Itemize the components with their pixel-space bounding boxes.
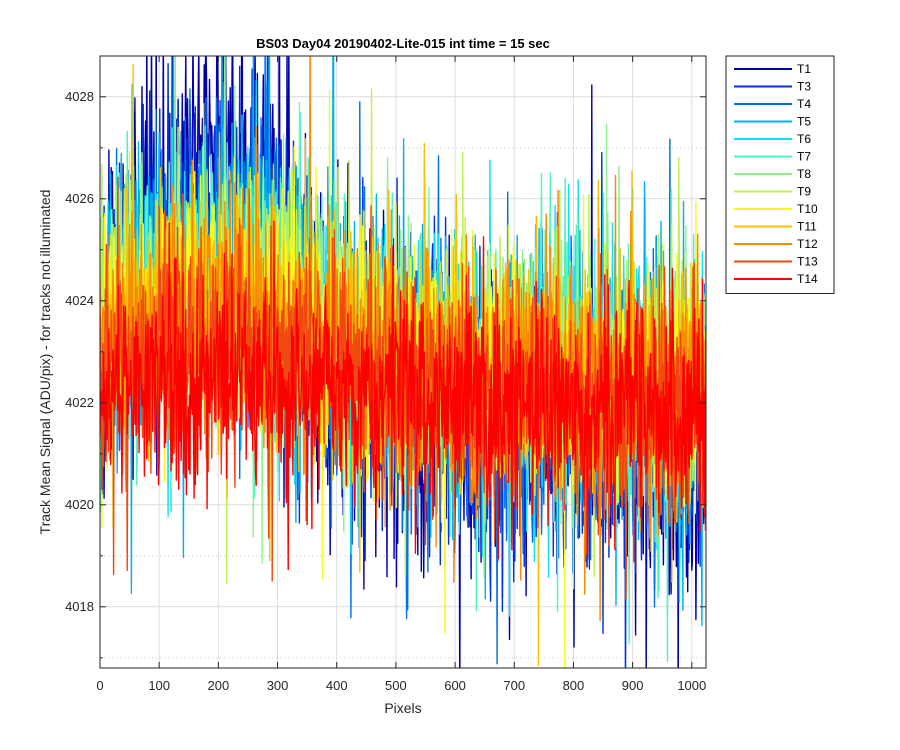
legend-label: T3 — [797, 80, 811, 94]
x-tick-label: 200 — [208, 678, 230, 693]
x-tick-label: 300 — [267, 678, 289, 693]
legend-label: T8 — [797, 167, 811, 181]
chart-title: BS03 Day04 20190402-Lite-015 int time = … — [256, 36, 550, 51]
legend-label: T5 — [797, 115, 811, 129]
legend-item: T4 — [734, 97, 811, 111]
legend-item: T1 — [734, 62, 811, 76]
y-tick-label: 4026 — [65, 191, 94, 206]
legend-item: T14 — [734, 272, 818, 286]
legend-item: T13 — [734, 255, 818, 269]
series-line-t14 — [100, 220, 706, 571]
x-axis-label: Pixels — [384, 700, 421, 716]
legend-label: T6 — [797, 132, 811, 146]
legend: T1 T3 T4 T5 T6 T7 T8 T9 T10 T11 T12 T13 T14 — [725, 55, 835, 294]
legend-item: T6 — [734, 132, 811, 146]
legend-item: T10 — [734, 202, 818, 216]
legend-label: T1 — [797, 62, 811, 76]
legend-item: T11 — [734, 220, 817, 234]
x-tick-label: 700 — [503, 678, 525, 693]
tick-layer: 0 100 200 300 400 500 600 700 800 900 1000 4018 4020… — [65, 56, 706, 693]
legend-item: T7 — [734, 150, 811, 164]
series-layer — [100, 56, 706, 668]
legend-label: T10 — [797, 202, 818, 216]
x-tick-label: 900 — [622, 678, 644, 693]
legend-label: T11 — [797, 220, 817, 234]
legend-label: T13 — [797, 255, 818, 269]
y-tick-label: 4028 — [65, 89, 94, 104]
legend-item: T5 — [734, 115, 811, 129]
legend-label: T12 — [797, 237, 818, 251]
legend-label: T9 — [797, 185, 811, 199]
x-tick-label: 0 — [96, 678, 103, 693]
legend-item: T3 — [734, 80, 811, 94]
y-tick-label: 4020 — [65, 497, 94, 512]
axes-box — [99, 55, 707, 669]
y-tick-label: 4018 — [65, 599, 94, 614]
legend-item: T9 — [734, 185, 811, 199]
x-tick-label: 400 — [326, 678, 348, 693]
legend-label: T7 — [797, 150, 811, 164]
legend-item: T12 — [734, 237, 818, 251]
x-tick-label: 600 — [444, 678, 466, 693]
x-tick-label: 1000 — [677, 678, 706, 693]
legend-item: T8 — [734, 167, 811, 181]
x-tick-label: 500 — [385, 678, 407, 693]
y-axis-label: Track Mean Signal (ADU/pix) - for tracks… — [37, 190, 53, 535]
legend-label: T14 — [797, 272, 818, 286]
legend-label: T4 — [797, 97, 811, 111]
x-tick-label: 100 — [148, 678, 170, 693]
y-tick-label: 4024 — [65, 293, 94, 308]
y-tick-label: 4022 — [65, 395, 94, 410]
x-tick-label: 800 — [563, 678, 585, 693]
